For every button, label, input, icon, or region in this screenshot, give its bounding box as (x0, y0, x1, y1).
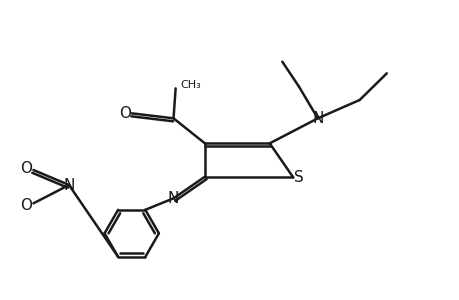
Text: S: S (293, 170, 303, 185)
Text: N: N (168, 191, 179, 206)
Text: O: O (20, 198, 33, 213)
Text: N: N (312, 111, 323, 126)
Text: O: O (20, 160, 33, 175)
Text: CH₃: CH₃ (180, 80, 201, 90)
Text: O: O (118, 106, 130, 121)
Text: N: N (63, 178, 74, 193)
